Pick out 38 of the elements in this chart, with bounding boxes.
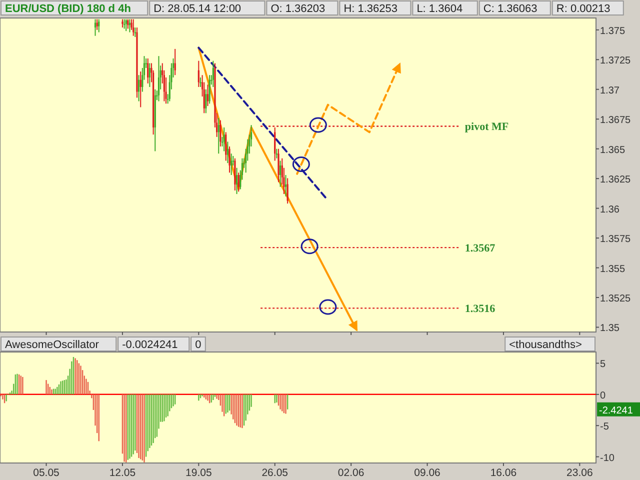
x-tick-label: 02.06 (338, 467, 364, 479)
x-tick-label: 16.06 (490, 467, 517, 479)
y-tick-label: 1.375 (600, 26, 626, 37)
text: H: 1.36253 (344, 3, 398, 15)
x-tick-label: 05.05 (33, 467, 60, 479)
y-tick-label: -5 (600, 422, 610, 433)
y-tick-label: 1.3575 (600, 234, 632, 246)
y-tick-label: 1.365 (600, 144, 626, 156)
text: <thousandths> (509, 339, 582, 351)
y-tick-label: 5 (600, 359, 606, 370)
ref-line-label: 1.3516 (464, 303, 496, 316)
y-tick-label: 1.3625 (600, 174, 632, 186)
text: R: 0.00213 (556, 3, 610, 15)
ref-line-label: 1.3567 (464, 242, 496, 255)
y-tick-label: 1.3525 (600, 294, 632, 305)
y-tick-label: 0 (600, 390, 606, 402)
y-tick-label: 1.355 (600, 264, 626, 275)
text: -2.4241 (599, 405, 634, 416)
x-tick-label: 19.05 (186, 467, 212, 479)
text: D: 28.05.14 12:00 (154, 3, 242, 15)
text: O: 1.36203 (270, 3, 326, 15)
y-tick-label: 1.36 (600, 204, 620, 216)
y-tick-label: -10 (600, 452, 615, 464)
x-tick-label: 23.06 (566, 467, 593, 479)
text: -0.0024241 (122, 339, 178, 351)
y-tick-label: 1.3725 (600, 56, 632, 67)
y-tick-label: 1.3675 (600, 115, 632, 126)
text: C: 1.36063 (483, 3, 538, 15)
text: L: 1.3604 (416, 3, 463, 15)
y-tick-label: 1.35 (600, 323, 620, 334)
ref-line-label: pivot MF (464, 121, 509, 134)
x-tick-label: 26.05 (262, 467, 288, 479)
chart-title: EUR/USD (BID) 180 d 4h (5, 3, 132, 15)
x-tick-label: 12.05 (109, 467, 136, 479)
y-tick-label: 1.37 (600, 85, 620, 96)
x-tick-label: 09.06 (414, 467, 441, 479)
text: 0 (195, 339, 202, 351)
chart-title: AwesomeOscillator (5, 339, 100, 351)
